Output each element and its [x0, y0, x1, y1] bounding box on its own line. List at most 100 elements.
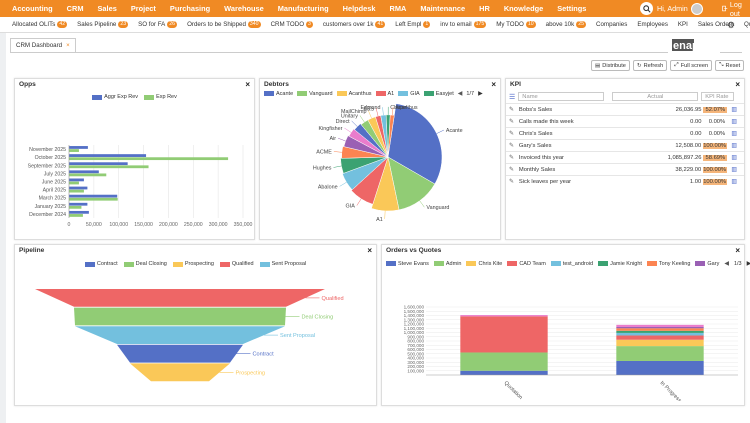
bar-aggr-exp-rev[interactable]	[69, 170, 99, 174]
kpi-row[interactable]: ✎ Bobs's Sales 26,036.95 52.07% ▥	[506, 103, 744, 115]
edit-icon[interactable]: ✎	[509, 142, 514, 149]
close-icon[interactable]: ×	[735, 246, 740, 255]
legend-item[interactable]: GIA	[398, 91, 420, 97]
legend-item[interactable]: CAD Team	[507, 261, 546, 267]
shortcut-item[interactable]: Sales Orders	[693, 21, 739, 28]
bar-exp-rev[interactable]	[69, 157, 229, 161]
shortcut-item[interactable]: above 10k 25	[541, 21, 591, 28]
shortcut-item[interactable]: inv to email 175	[435, 21, 491, 28]
bar-exp-rev[interactable]	[69, 197, 118, 201]
legend-item[interactable]: Deal Closing	[123, 261, 167, 267]
nav-rma[interactable]: RMA	[389, 4, 407, 13]
list-icon[interactable]: ☰	[509, 93, 516, 101]
legend-next-icon[interactable]: ▶	[478, 91, 483, 97]
kpi-row[interactable]: ✎ Gary's Sales 12,508.00 100.00% ▥	[506, 139, 744, 151]
funnel-stage-contract[interactable]	[117, 344, 243, 363]
edit-icon[interactable]: ✎	[509, 154, 514, 161]
chart-icon[interactable]: ▥	[731, 130, 737, 137]
legend-item[interactable]: Easyjet	[423, 91, 454, 97]
bar-segment-chris-kite[interactable]	[616, 339, 704, 347]
legend-item[interactable]: A1	[375, 91, 394, 97]
nav-warehouse[interactable]: Warehouse	[224, 4, 264, 13]
bar-exp-rev[interactable]	[69, 165, 149, 169]
bar-aggr-exp-rev[interactable]	[69, 186, 88, 190]
shortcut-item[interactable]: Sales Pipeline 23	[72, 21, 133, 28]
bar-segment-gary[interactable]	[616, 326, 704, 329]
chart-icon[interactable]: ▥	[731, 142, 737, 149]
tab-crm-dashboard[interactable]: CRM Dashboard ×	[10, 38, 76, 52]
kpi-row[interactable]: ✎ Calls made this week 0.00 0.00% ▥	[506, 115, 744, 127]
legend-item[interactable]: Gary	[695, 261, 719, 267]
kpi-row[interactable]: ✎ Monthly Sales 38,229.00 100.00% ▥	[506, 163, 744, 175]
legend-item[interactable]: Acante	[264, 91, 293, 97]
bar-segment-other[interactable]	[616, 324, 704, 327]
bar-exp-rev[interactable]	[69, 214, 83, 217]
pie-slice-a1[interactable]	[371, 156, 400, 212]
edit-icon[interactable]: ✎	[509, 166, 514, 173]
shortcut-item[interactable]: CRM TODO 3	[266, 21, 318, 28]
bar-segment-test-android[interactable]	[616, 332, 704, 336]
bar-aggr-exp-rev[interactable]	[69, 162, 128, 166]
shortcut-item[interactable]: Quotations	[739, 21, 750, 28]
legend-item[interactable]: Admin	[433, 261, 461, 267]
pie-slice-acme[interactable]	[341, 146, 389, 159]
bar-segment-cad-team[interactable]	[616, 335, 704, 340]
name-filter-input[interactable]: Name	[518, 92, 605, 101]
bar-segment-jamie-knight[interactable]	[616, 330, 704, 333]
pie-slice-acante[interactable]	[387, 103, 443, 185]
bar-exp-rev[interactable]	[69, 173, 107, 177]
chart-icon[interactable]: ▥	[731, 154, 737, 161]
bar-segment-other[interactable]	[460, 315, 548, 317]
bar-aggr-exp-rev[interactable]	[69, 146, 88, 149]
user-menu[interactable]: Hi, Admin	[657, 0, 703, 17]
fullscreen-button[interactable]: ⤢ Full screen	[670, 60, 713, 71]
legend-item[interactable]: Exp Rev	[144, 94, 177, 100]
pie-slice-acanthus[interactable]	[387, 114, 395, 158]
chart-icon[interactable]: ▥	[731, 166, 737, 173]
legend-item[interactable]: Steve Evans	[386, 261, 429, 267]
rate-filter-input[interactable]: KPI Rate	[701, 92, 735, 101]
gear-icon[interactable]: ⚙	[727, 20, 736, 30]
bar-exp-rev[interactable]	[69, 181, 79, 185]
bar-aggr-exp-rev[interactable]	[69, 202, 88, 206]
edit-icon[interactable]: ✎	[509, 130, 514, 137]
shortcut-item[interactable]: Orders to be Shipped 340	[182, 21, 265, 28]
bar-segment-steve-evans[interactable]	[460, 370, 548, 375]
funnel-stage-sent-proposal[interactable]	[75, 326, 285, 344]
shortcut-item[interactable]: customers over 1k 41	[318, 21, 390, 28]
pie-slice-gia[interactable]	[350, 156, 389, 205]
edit-icon[interactable]: ✎	[509, 118, 514, 125]
shortcut-item[interactable]: Allocated OLITs 42	[0, 21, 72, 28]
bar-segment-admin[interactable]	[460, 352, 548, 371]
reset-button[interactable]: ⤡ Reset	[715, 60, 745, 71]
nav-accounting[interactable]: Accounting	[12, 4, 53, 13]
shortcut-item[interactable]: Companies	[591, 21, 632, 28]
shortcut-item[interactable]: KPI	[673, 21, 693, 28]
bar-aggr-exp-rev[interactable]	[69, 210, 89, 214]
chart-icon[interactable]: ▥	[731, 178, 737, 185]
nav-crm[interactable]: CRM	[66, 4, 84, 13]
refresh-button[interactable]: ↻ Refresh	[632, 60, 668, 71]
legend-item[interactable]: Vanguard	[297, 91, 333, 97]
legend-item[interactable]: test_android	[550, 261, 593, 267]
bar-exp-rev[interactable]	[69, 205, 82, 209]
kpi-row[interactable]: ✎ Chris's Sales 0.00 0.00% ▥	[506, 127, 744, 139]
edit-icon[interactable]: ✎	[509, 178, 514, 185]
legend-item[interactable]: Tony Keeling	[646, 261, 690, 267]
legend-prev-icon[interactable]: ◀	[724, 261, 729, 267]
legend-item[interactable]: Contract	[84, 261, 118, 267]
nav-manufacturing[interactable]: Manufacturing	[277, 4, 329, 13]
bar-segment-cad-team[interactable]	[460, 316, 548, 353]
legend-item[interactable]: Jamie Knight	[598, 261, 642, 267]
logout-button[interactable]: Log out	[722, 0, 750, 18]
shortcut-item[interactable]: Left Empl 1	[390, 21, 435, 28]
legend-next-icon[interactable]: ▶	[746, 261, 750, 267]
close-icon[interactable]: ×	[735, 80, 740, 89]
kpi-row[interactable]: ✎ Sick leaves per year 1.00 100.00% ▥	[506, 175, 744, 187]
legend-item[interactable]: Sent Proposal	[259, 261, 306, 267]
close-icon[interactable]: ×	[491, 80, 496, 89]
bar-segment-tony-keeling[interactable]	[616, 328, 704, 331]
edit-icon[interactable]: ✎	[509, 106, 514, 113]
bar-aggr-exp-rev[interactable]	[69, 154, 147, 157]
funnel-stage-deal-closing[interactable]	[74, 307, 286, 326]
